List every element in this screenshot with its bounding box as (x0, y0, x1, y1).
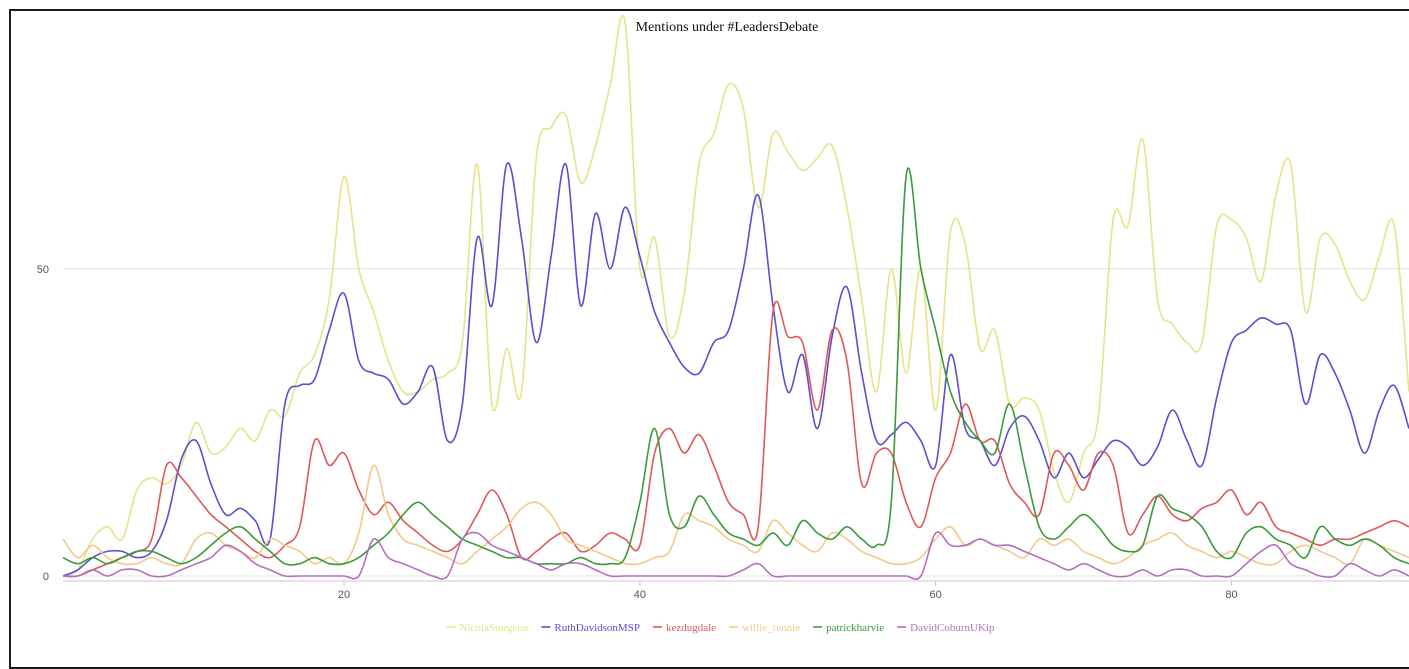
series-line-kezdugdale (62, 300, 1409, 578)
line-chart: Mentions under #LeadersDebate 0 50 20 40 60 8… (37, 14, 1409, 634)
chart-title: Mentions under #LeadersDebate (636, 20, 819, 35)
series-line-patrickharvie (62, 167, 1409, 566)
gridlines (63, 268, 1409, 577)
legend-label: kezdugdale (666, 622, 716, 634)
legend-label: DavidCoburnUKip (910, 622, 995, 634)
series-line-RuthDavidsonMSP (62, 162, 1409, 577)
y-tick-label: 0 (43, 571, 49, 583)
legend-label: NicolaSturgeon (460, 622, 529, 634)
x-tick-label: 40 (634, 589, 646, 601)
legend-label: patrickharvie (826, 622, 884, 634)
x-tick-label: 60 (930, 589, 942, 601)
x-tick-label: 80 (1225, 589, 1237, 601)
series-line-NicolaSturgeon (62, 14, 1409, 577)
axes: 0 50 20 40 60 80 (37, 264, 1409, 601)
x-tick-label: 20 (338, 589, 350, 601)
legend: NicolaSturgeon RuthDavidsonMSP kezdugdale w… (446, 622, 995, 634)
legend-label: RuthDavidsonMSP (554, 622, 640, 634)
chart-frame: Mentions under #LeadersDebate 0 50 20 40 60 8… (9, 9, 1409, 669)
legend-label: willie_rennie (742, 622, 800, 634)
y-tick-label: 50 (37, 264, 49, 276)
series-line-DavidCoburnUKip (62, 531, 1409, 580)
series-line-willie_rennie (62, 464, 1409, 567)
series-lines (62, 14, 1409, 580)
